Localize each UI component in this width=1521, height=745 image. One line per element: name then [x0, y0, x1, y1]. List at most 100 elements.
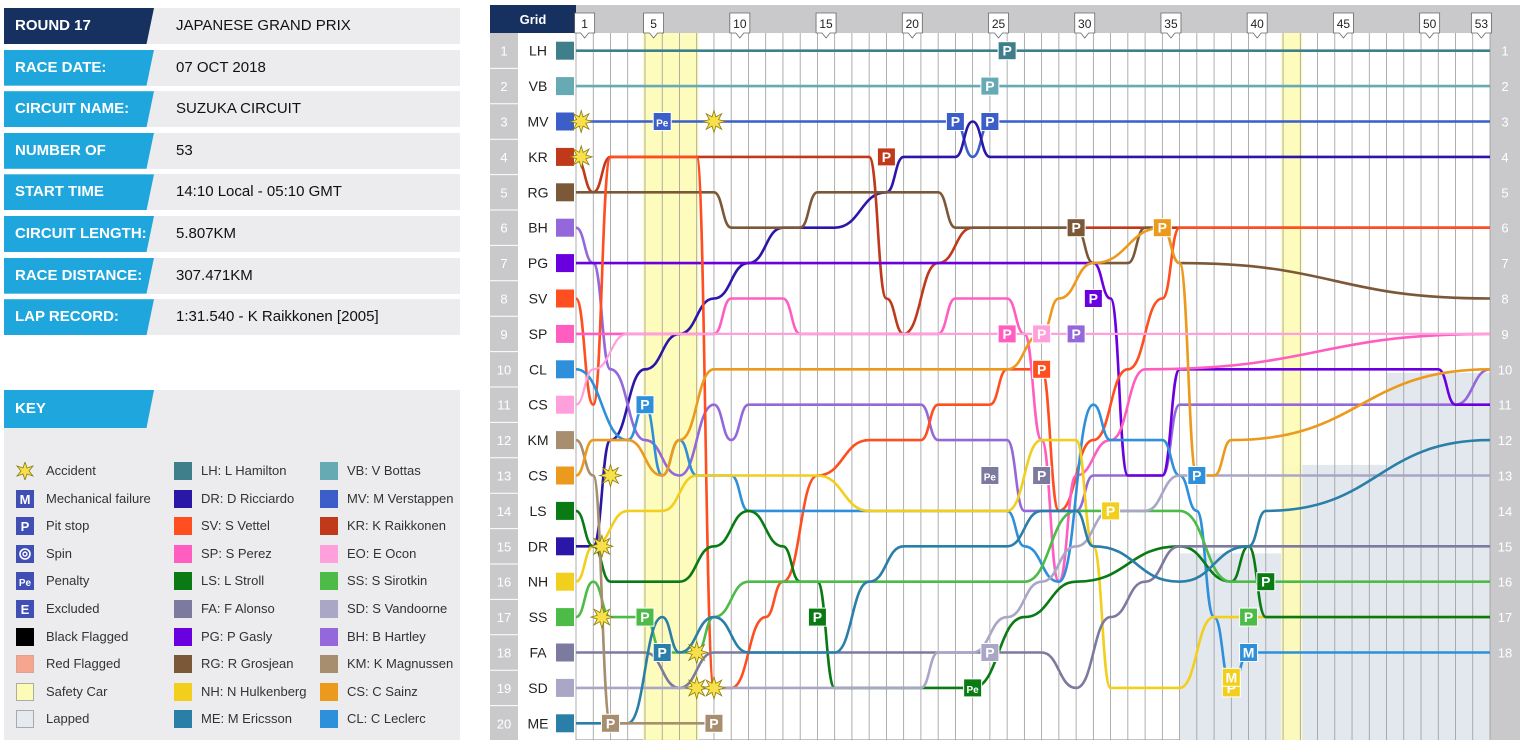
lap-label: 10 — [733, 17, 747, 31]
lap-label-tab — [815, 12, 837, 39]
pit-marker — [1032, 324, 1052, 344]
key-item-label: Lapped — [46, 711, 90, 727]
driver-swatch — [174, 600, 192, 618]
lap-label: 53 — [1475, 17, 1489, 31]
pit-marker — [1152, 218, 1172, 238]
lap-label: 35 — [1164, 17, 1178, 31]
driver-swatch — [320, 600, 338, 618]
grid-position-number: 9 — [500, 327, 507, 342]
key-item-label: Red Flagged — [46, 656, 121, 672]
pit-marker — [807, 607, 827, 627]
grid-driver-swatch — [556, 254, 574, 273]
series-line-cs — [575, 226, 1491, 477]
pit-marker-label: P — [1037, 361, 1046, 377]
driver-legend-label: CL: C Leclerc — [347, 711, 426, 727]
lap-label-tab — [729, 12, 751, 39]
lap-label: 25 — [992, 17, 1006, 31]
finish-position-number: 1 — [1501, 44, 1508, 59]
grid-driver-swatch — [556, 572, 574, 591]
pit-marker — [635, 395, 655, 415]
E-icon: E — [16, 600, 34, 618]
grid-driver-code: VB — [529, 78, 548, 94]
info-value: 53 — [176, 141, 193, 159]
info-label: CIRCUIT NAME: — [4, 91, 154, 128]
pit-marker-label: P — [1227, 680, 1236, 696]
finish-position-number: 14 — [1498, 504, 1512, 519]
pit-marker-label: P — [1002, 43, 1011, 59]
accident-marker — [568, 109, 594, 134]
grid-position-number: 5 — [500, 185, 507, 200]
M-icon: M — [16, 489, 34, 508]
grid-position-number: 8 — [500, 292, 507, 307]
pit-marker-label: P — [1192, 468, 1201, 484]
grid-driver-code: SD — [528, 680, 547, 696]
pit-marker-label: P — [985, 78, 994, 94]
mechanical-marker-label: M — [1225, 669, 1237, 685]
pit-marker — [980, 643, 1000, 662]
pit-marker — [963, 678, 983, 698]
accident-marker — [684, 640, 710, 665]
lapped-icon — [16, 710, 34, 729]
info-row: CIRCUIT NAME: SUZUKA CIRCUIT — [4, 91, 460, 128]
key-item-label: Mechanical failure — [46, 490, 151, 506]
driver-swatch — [174, 544, 192, 563]
mechanical-marker-label: M — [1243, 645, 1255, 661]
grid-position-number: 15 — [497, 539, 511, 554]
svg-text:Pe: Pe — [19, 578, 32, 589]
lap-label-tab — [1160, 12, 1182, 39]
info-row: NUMBER OF LAPS: 53 — [4, 132, 460, 169]
grid-driver-swatch — [556, 218, 574, 237]
Pe-icon: Pe — [16, 572, 34, 591]
finish-position-column — [1490, 33, 1520, 740]
lap-label: 20 — [906, 17, 920, 31]
driver-legend-label: KR: K Raikkonen — [347, 518, 446, 534]
grid-driver-column — [518, 33, 576, 740]
pit-marker-label: P — [1002, 326, 1011, 342]
key-title: KEY — [4, 390, 154, 428]
pit-marker — [980, 76, 1000, 96]
svg-text:P: P — [21, 519, 30, 534]
pit-marker-label: P — [882, 149, 891, 165]
driver-legend-label: CS: C Sainz — [347, 683, 418, 699]
grid-position-number: 6 — [500, 221, 507, 236]
lap-label-tab — [988, 12, 1009, 39]
grid-driver-swatch — [556, 41, 574, 60]
info-value: 307.471KM — [176, 266, 253, 284]
info-row: START TIME 14:10 Local - 05:10 GMT — [4, 174, 460, 211]
grid-driver-swatch — [556, 501, 574, 520]
finish-position-number: 10 — [1498, 362, 1512, 377]
accident-marker — [598, 463, 623, 488]
pit-marker-label: Pe — [656, 119, 669, 130]
grid-driver-swatch — [556, 608, 574, 627]
safety-car-band — [1281, 33, 1303, 740]
series-line-nh — [575, 438, 1490, 690]
key-item-label: Penalty — [46, 573, 90, 589]
svg-text:M: M — [20, 492, 31, 507]
info-value: JAPANESE GRAND PRIX — [176, 17, 351, 34]
grid-position-number: 19 — [497, 681, 511, 696]
driver-legend-label: SP: S Perez — [201, 545, 272, 561]
pit-marker-label: Pe — [984, 473, 997, 484]
driver-swatch — [320, 627, 338, 646]
finish-position-number: 3 — [1501, 115, 1508, 130]
driver-swatch — [174, 489, 192, 508]
pit-marker — [1101, 501, 1121, 521]
series-line-sd — [576, 474, 1490, 690]
series-line-eo — [575, 332, 1490, 406]
pit-marker-label: P — [1244, 609, 1253, 625]
lap-label: 30 — [1078, 17, 1092, 31]
pit-marker-label: P — [606, 715, 615, 731]
grid-driver-swatch — [556, 112, 574, 131]
series-line-me — [576, 438, 1491, 725]
finish-position-number: 9 — [1501, 327, 1508, 342]
grid-driver-code: DR — [528, 538, 548, 554]
grid-driver-code: NH — [528, 574, 548, 590]
pit-marker — [652, 112, 672, 131]
info-label: START TIME — [4, 174, 154, 211]
grid-position-number: 17 — [497, 610, 511, 625]
finish-position-number: 5 — [1501, 185, 1508, 200]
lap-label-tab — [643, 12, 665, 39]
grid-position-number: 14 — [497, 504, 511, 519]
driver-swatch — [174, 517, 192, 536]
grid-position-number: 20 — [497, 716, 511, 731]
